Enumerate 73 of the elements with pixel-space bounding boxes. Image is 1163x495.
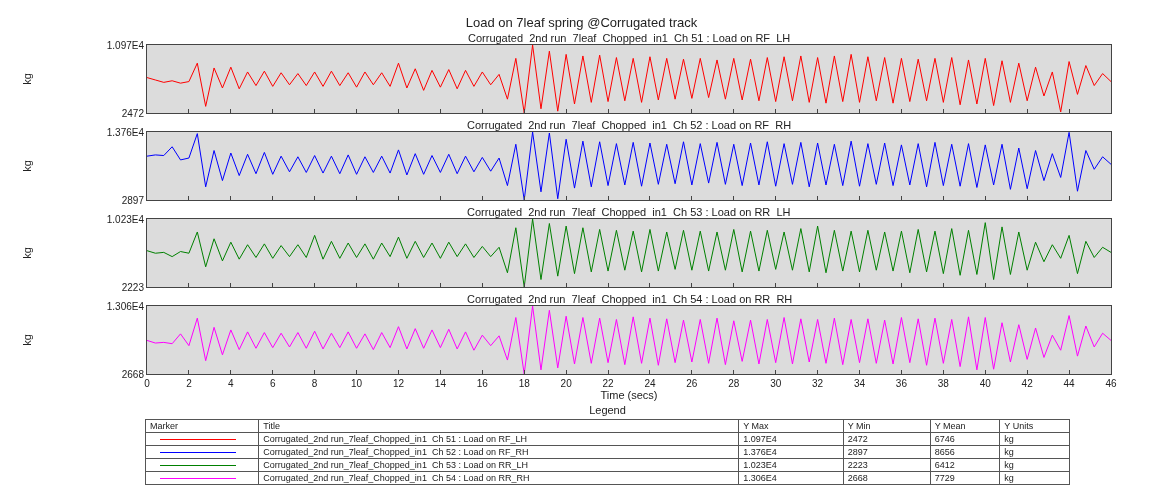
x-tick-label: 28 [728,378,740,389]
x-axis-title: Time (secs) [600,389,658,401]
text: kg [999,471,1070,485]
text: 2897 [843,445,931,459]
y-tick-label: 2668 [121,368,145,380]
x-tick-label: 36 [895,378,908,389]
chart-subtitle: Corrugated 2nd run 7leaf Chopped in1 Ch 53 : Load on RR LH [467,206,791,218]
text: Title [258,419,739,433]
x-tick-label: 4 [228,378,235,389]
text: 1.376E4 [738,445,844,459]
x-tick-label: 38 [937,378,950,389]
text: Y Mean [930,419,1000,433]
x-tick-label: 2 [186,378,193,389]
x-tick-label: 6 [269,378,276,389]
x-tick-label: 44 [1063,378,1076,389]
x-tick-label: 10 [351,378,363,389]
x-tick-label: 18 [518,378,531,389]
y-axis-title: kg [21,334,34,346]
text: 6412 [930,458,1000,472]
y-tick-label: 1.376E4 [106,126,145,138]
x-tick-label: 46 [1105,378,1117,389]
chart-title: Load on 7leaf spring @Corrugated track [465,15,698,31]
text: Marker [145,419,259,433]
x-tick-label: 22 [602,378,615,389]
y-axis-title: kg [21,160,34,172]
x-tick-label: 16 [476,378,489,389]
x-tick-label: 40 [979,378,992,389]
text: 7729 [930,471,1000,485]
line-series [147,45,1111,113]
x-tick-label: 24 [644,378,656,389]
y-tick-label: 2472 [121,107,145,119]
text: Corrugated_2nd run_7leaf_Chopped_in1 Ch 51 : Load on RF_LH [258,432,739,446]
text: 1.306E4 [738,471,844,485]
text: Y Max [738,419,844,433]
line-series [147,132,1111,200]
x-tick-label: 14 [434,378,447,389]
y-tick-label: 2897 [121,194,145,206]
x-tick-label: 42 [1021,378,1034,389]
text: 1.023E4 [738,458,844,472]
text: Legend [588,404,627,417]
line-series [147,219,1111,287]
text: 8656 [930,445,1000,459]
x-tick-label: 8 [311,378,318,389]
text: Corrugated_2nd run_7leaf_Chopped_in1 Ch 54 : Load on RR_RH [258,471,739,485]
y-tick-label: 1.306E4 [106,300,145,312]
y-tick-label: 1.097E4 [106,39,145,51]
text: Corrugated_2nd run_7leaf_Chopped_in1 Ch 53 : Load on RR_LH [258,458,739,472]
text: 2472 [843,432,931,446]
x-tick-label: 34 [853,378,866,389]
y-axis-title: kg [21,73,34,85]
text: Y Units [999,419,1070,433]
line-series [147,306,1111,374]
text: kg [999,458,1070,472]
x-tick-label: 30 [770,378,782,389]
x-tick-label: 0 [144,378,151,389]
y-tick-label: 1.023E4 [106,213,145,225]
chart-subtitle: Corrugated 2nd run 7leaf Chopped in1 Ch 54 : Load on RR RH [467,293,793,305]
text: 6746 [930,432,1000,446]
text: kg [999,445,1070,459]
text: Corrugated_2nd run_7leaf_Chopped_in1 Ch 52 : Load on RF_RH [258,445,739,459]
x-tick-label: 26 [686,378,698,389]
x-tick-label: 20 [560,378,573,389]
text: Y Min [843,419,931,433]
y-axis-title: kg [21,247,34,259]
text: 2668 [843,471,931,485]
chart-subtitle: Corrugated 2nd run 7leaf Chopped in1 Ch 51 : Load on RF LH [468,32,791,44]
y-tick-label: 2223 [121,281,145,293]
x-tick-label: 32 [812,378,824,389]
x-tick-label: 12 [392,378,405,389]
text: kg [999,432,1070,446]
text: 2223 [843,458,931,472]
text: 1.097E4 [738,432,844,446]
chart-subtitle: Corrugated 2nd run 7leaf Chopped in1 Ch 52 : Load on RF RH [467,119,792,131]
